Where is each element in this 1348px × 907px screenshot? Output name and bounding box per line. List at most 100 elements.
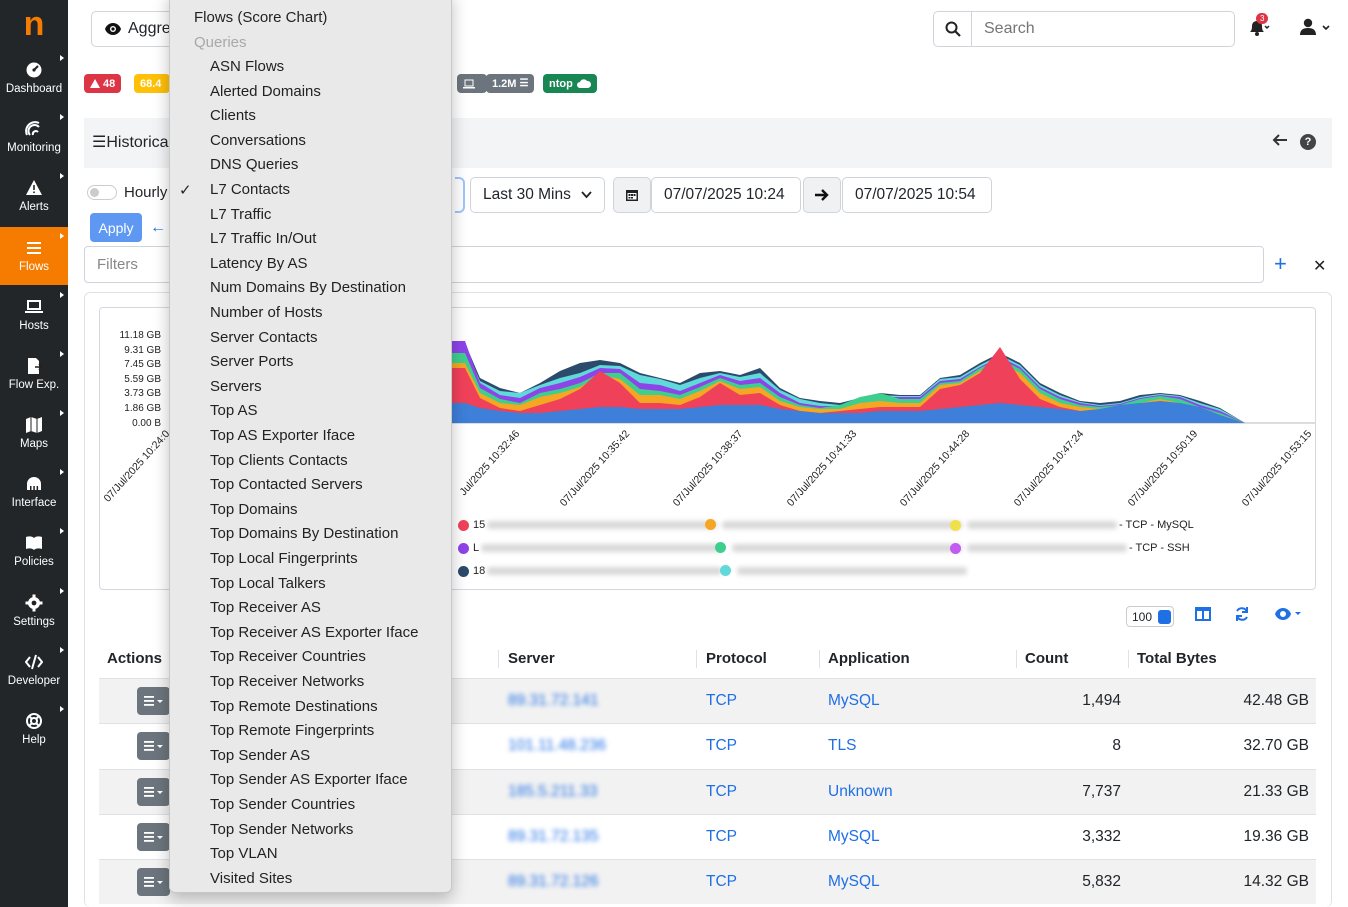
row-actions-button[interactable] [137,868,170,897]
protocol-link[interactable]: TCP [706,873,737,891]
application-link[interactable]: MySQL [828,827,880,845]
add-filter-button[interactable]: + [1274,251,1287,276]
menu-item[interactable]: Num Domains By Destination [210,279,406,297]
col-server[interactable]: Server [508,650,555,667]
legend-item[interactable] [715,542,964,553]
menu-item[interactable]: Conversations [210,131,306,149]
row-actions-button[interactable] [137,732,170,761]
menu-item[interactable]: DNS Queries [210,156,299,174]
search-button[interactable] [934,12,972,46]
user-menu-button[interactable] [1300,18,1330,41]
col-application[interactable]: Application [828,650,910,667]
server-link[interactable]: 101.11.48.236 [508,737,606,755]
ntop-cloud-badge[interactable]: ntop [543,74,597,93]
hosts-badge[interactable] [457,74,487,93]
protocol-link[interactable]: TCP [706,782,737,800]
query-select-edge[interactable] [455,177,465,213]
application-link[interactable]: MySQL [828,692,880,709]
sidebar-item-flows[interactable]: Flows [0,227,68,285]
menu-item[interactable]: Top Local Talkers [210,574,326,592]
menu-item[interactable]: Top VLAN [210,845,278,863]
date-from-input[interactable]: 07/07/2025 10:24 [651,177,801,213]
menu-item[interactable]: Top Contacted Servers [210,476,363,494]
columns-button[interactable] [1195,606,1211,627]
filters-input[interactable]: Filters [84,246,1264,283]
help-icon[interactable]: ? [1300,134,1316,150]
menu-item[interactable]: Visited Sites [210,869,293,887]
menu-item[interactable]: Top Receiver AS [210,599,321,617]
menu-item[interactable]: Top AS Exporter Iface [210,427,356,444]
menu-item[interactable]: Top Sender Countries [210,796,356,813]
menu-item[interactable]: L7 Traffic In/Out [210,230,317,248]
notifications-button[interactable]: 3 [1248,13,1270,41]
protocol-link[interactable]: TCP [706,692,737,709]
menu-item[interactable]: Server Contacts [210,328,318,346]
menu-item[interactable]: Number of Hosts [210,304,323,321]
legend-item[interactable]: L [458,542,723,554]
hourly-toggle[interactable] [87,185,117,200]
alerts-badge[interactable]: 48 [84,74,122,93]
menu-item[interactable]: Alerted Domains [210,82,321,100]
menu-item[interactable]: Top Sender Networks [210,820,354,838]
menu-item[interactable]: Top Domains [210,500,298,518]
menu-item[interactable]: Top Local Fingerprints [210,550,358,567]
back-button[interactable] [1272,133,1288,152]
ntop-logo[interactable]: n [23,4,45,43]
menu-item[interactable]: Clients [210,107,256,125]
application-link[interactable]: Unknown [828,782,893,800]
area-series-5[interactable] [452,347,1245,423]
protocol-link[interactable]: TCP [706,737,737,755]
refresh-button[interactable] [1234,606,1250,627]
menu-item[interactable]: Servers [210,377,262,395]
sidebar-item-maps[interactable]: Maps [0,404,68,462]
date-to-input[interactable]: 07/07/2025 10:54 [842,177,992,213]
calendar-button[interactable] [613,177,651,213]
visibility-button[interactable] [1274,606,1304,627]
server-link[interactable]: 89.31.72.141 [508,692,599,709]
arrow-left-icon[interactable]: ← [150,219,166,236]
application-link[interactable]: MySQL [828,873,880,891]
server-link[interactable]: 89.31.72.135 [508,827,599,845]
sidebar-item-help[interactable]: Help [0,700,68,758]
menu-item[interactable]: Top Remote Destinations [210,697,378,715]
throughput-badge[interactable]: 68.4 [134,74,170,93]
legend-item[interactable] [720,565,969,576]
menu-item[interactable]: L7 Contacts [210,181,291,198]
clear-filters-button[interactable]: ✕ [1313,258,1327,275]
apply-button[interactable]: Apply [90,213,142,242]
menu-item[interactable]: Top Receiver AS Exporter Iface [210,623,419,641]
sidebar-item-monitoring[interactable]: Monitoring [0,108,68,166]
menu-item[interactable]: Top AS [210,402,258,420]
sidebar-item-dashboard[interactable]: Dashboard [0,49,68,107]
area-series-6[interactable] [452,401,1245,423]
menu-item-score-chart[interactable]: Flows (Score Chart) [194,9,328,26]
menu-item[interactable]: Top Clients Contacts [210,451,348,469]
time-range-select[interactable]: Last 30 Mins [470,177,605,213]
legend-item[interactable]: - TCP - SSH [950,542,1190,554]
menu-item[interactable]: L7 Traffic [210,205,272,223]
protocol-link[interactable]: TCP [706,827,737,845]
sidebar-item-interface[interactable]: Interface [0,463,68,521]
date-arrow-button[interactable] [803,177,841,213]
server-link[interactable]: 89.31.72.126 [508,873,599,891]
sidebar-item-policies[interactable]: Policies [0,522,68,580]
sidebar-item-hosts[interactable]: Hosts [0,286,68,344]
menu-item[interactable]: Server Ports [210,353,294,371]
search-input[interactable] [972,12,1222,46]
menu-item[interactable]: Top Sender AS Exporter Iface [210,771,408,789]
menu-item[interactable]: Top Remote Fingerprints [210,722,375,740]
menu-item[interactable]: Top Sender AS [210,746,311,764]
application-link[interactable]: TLS [828,737,857,755]
row-actions-button[interactable] [137,687,170,715]
sidebar-item-flow-exp[interactable]: Flow Exp. [0,345,68,403]
per-page-select[interactable]: 100 [1126,606,1174,627]
row-actions-button[interactable] [137,822,170,851]
flows-badge[interactable]: 1.2M ☰ [486,74,535,93]
col-protocol[interactable]: Protocol [706,650,767,667]
legend-item[interactable]: 18 [458,565,724,577]
legend-item[interactable]: 15 [458,519,719,531]
menu-item[interactable]: Top Receiver Countries [210,648,366,666]
menu-item[interactable]: Top Receiver Networks [210,673,365,690]
sidebar-item-developer[interactable]: Developer [0,641,68,699]
hamburger-icon[interactable]: ☰ [92,134,107,151]
